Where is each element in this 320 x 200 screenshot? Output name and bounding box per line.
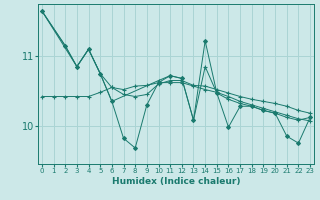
X-axis label: Humidex (Indice chaleur): Humidex (Indice chaleur) — [112, 177, 240, 186]
